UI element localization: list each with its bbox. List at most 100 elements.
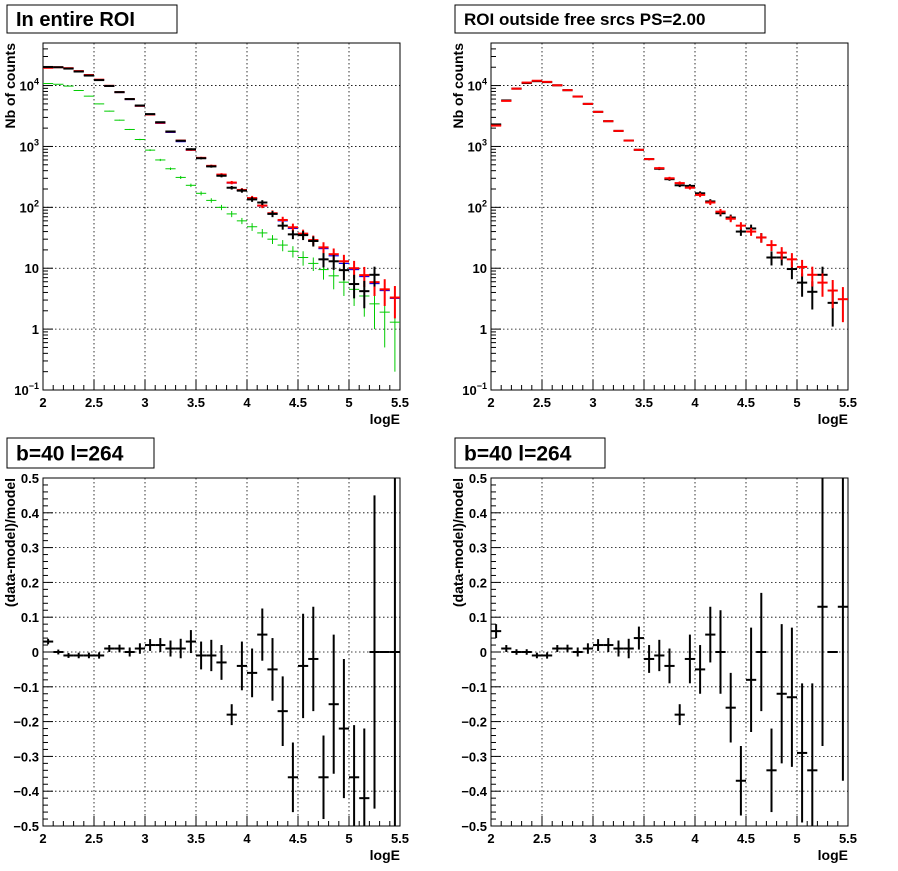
data-point: [73, 652, 84, 659]
data-point: [145, 113, 156, 116]
data-point: [155, 121, 166, 124]
plot-frame: [42, 42, 401, 391]
x-tick-label: 5.5: [839, 831, 857, 846]
y-tick-label: 0.4: [469, 506, 488, 521]
data-point: [603, 120, 614, 123]
data-point: [349, 725, 360, 826]
y-tick-label: 102: [468, 198, 487, 215]
data-point: [114, 91, 125, 94]
data-point: [562, 89, 573, 92]
data-point: [797, 273, 808, 297]
data-point: [318, 735, 329, 820]
data-point: [684, 634, 695, 684]
y-tick-label: 10−1: [462, 381, 487, 398]
x-tick-label: 3.5: [635, 831, 653, 846]
data-point: [104, 645, 115, 652]
data-point: [206, 639, 217, 672]
data-point: [298, 251, 309, 266]
x-axis-title: logE: [370, 411, 400, 427]
data-point: [226, 186, 237, 190]
data-point: [114, 119, 125, 121]
data-point: [267, 211, 278, 218]
data-point: [124, 98, 135, 101]
y-tick-label: −0.5: [461, 819, 487, 834]
y-tick-label: 0: [32, 645, 39, 660]
data-point: [145, 639, 156, 651]
data-point: [83, 652, 94, 659]
x-tick-label: 4.5: [289, 831, 307, 846]
x-tick-label: 5: [345, 395, 352, 410]
y-tick-label: 0.2: [21, 575, 39, 590]
data-point: [236, 188, 247, 193]
y-tick-label: 1: [480, 322, 487, 337]
data-point: [715, 610, 726, 694]
x-tick-label: 5.5: [839, 395, 857, 410]
y-tick-label: 10: [25, 261, 39, 276]
data-point: [837, 478, 848, 781]
data-point: [735, 222, 746, 230]
data-point: [134, 643, 145, 654]
data-point: [104, 110, 115, 112]
y-axis-title: (data-model)/model: [450, 478, 466, 607]
series-1: [43, 478, 400, 826]
chart-title-box: [6, 437, 155, 469]
data-point: [623, 139, 634, 142]
data-point: [705, 200, 716, 206]
y-axis-title: Nb of counts: [2, 43, 18, 129]
data-point: [287, 223, 298, 232]
data-point: [124, 128, 135, 131]
data-point: [684, 186, 695, 190]
data-point: [654, 639, 665, 672]
chart-title: ROI outside free srcs PS=2.00: [464, 10, 705, 29]
y-tick-label: 103: [468, 137, 487, 154]
data-point: [145, 149, 156, 152]
y-axis-title: Nb of counts: [450, 43, 466, 129]
data-point: [786, 253, 797, 268]
data-point: [267, 235, 278, 244]
data-point: [572, 647, 583, 657]
data-point: [797, 259, 808, 277]
data-point: [308, 257, 319, 272]
data-point: [582, 102, 593, 105]
data-point: [807, 266, 818, 287]
y-tick-label: 104: [20, 77, 39, 94]
data-point: [175, 139, 186, 142]
y-tick-label: 102: [20, 198, 39, 215]
data-point: [328, 266, 339, 290]
data-point: [725, 215, 736, 223]
data-point: [644, 158, 655, 161]
data-point: [674, 181, 685, 185]
data-point: [124, 647, 135, 657]
data-point: [389, 478, 400, 826]
data-point: [827, 280, 838, 309]
data-point: [83, 95, 94, 97]
data-point: [776, 624, 787, 764]
data-point: [287, 246, 298, 258]
x-tick-label: 3: [589, 395, 596, 410]
y-tick-label: 104: [468, 77, 487, 94]
x-tick-label: 5: [793, 831, 800, 846]
data-point: [756, 592, 767, 712]
data-point: [185, 148, 196, 151]
series-1: [491, 478, 848, 826]
data-point: [165, 130, 176, 133]
x-tick-label: 2.5: [85, 395, 103, 410]
data-point: [664, 176, 675, 180]
data-layer: [43, 478, 400, 826]
data-point: [63, 85, 74, 87]
data-point: [817, 478, 828, 746]
data-point: [236, 641, 247, 691]
data-point: [328, 254, 339, 270]
x-tick-label: 5.5: [391, 831, 409, 846]
data-point: [206, 165, 217, 168]
x-tick-label: 3: [141, 831, 148, 846]
data-point: [338, 658, 349, 799]
data-point: [786, 627, 797, 767]
data-layer: [491, 478, 848, 826]
y-tick-label: 1: [32, 322, 39, 337]
series-2: [491, 79, 848, 323]
data-point: [735, 745, 746, 816]
data-point: [73, 89, 84, 91]
data-point: [43, 638, 54, 645]
y-tick-label: 0.1: [469, 610, 487, 625]
